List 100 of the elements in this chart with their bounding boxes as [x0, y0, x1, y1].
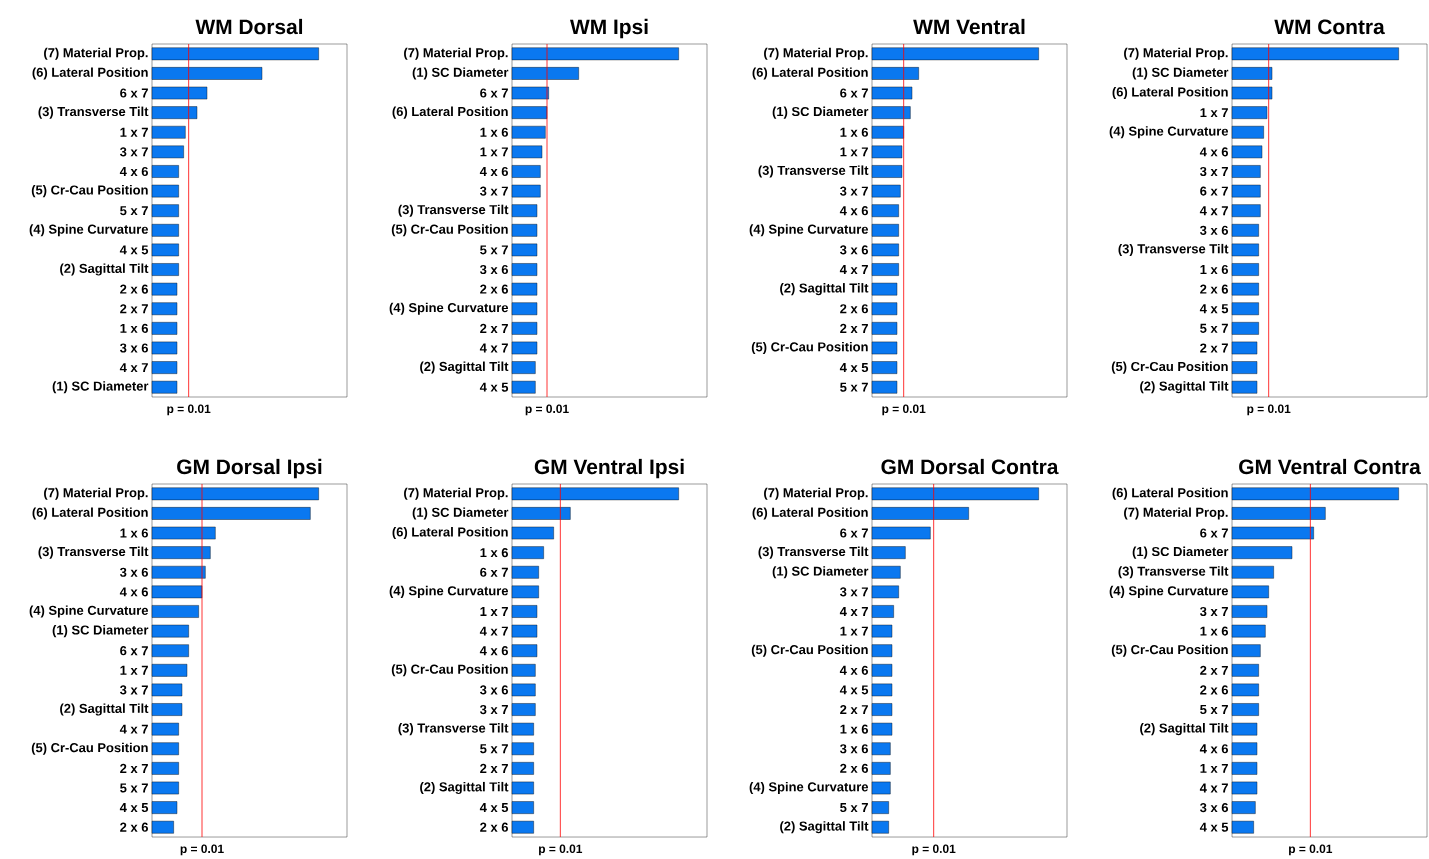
y-tick-label: 2 x 7	[840, 705, 868, 715]
y-tick-label: 2 x 7	[1200, 665, 1228, 675]
text: p = 0.01	[167, 404, 211, 416]
chart-title: WM Dorsal	[195, 18, 303, 35]
y-tick-label: 5 x 7	[840, 803, 868, 813]
y-tick-label: 3 x 6	[479, 264, 508, 275]
y-tick-label: (7) Material Prop.	[1124, 507, 1228, 520]
y-tick-label: (1) SC Diameter	[52, 381, 149, 394]
y-tick-label: 3 x 7	[119, 147, 148, 157]
y-tick-label: 6 x 7	[840, 88, 868, 98]
y-tick-label: (7) Material Prop.	[44, 47, 148, 60]
y-tick-label: 2 x 6	[1200, 284, 1229, 294]
y-tick-label: 4 x 7	[839, 265, 868, 274]
y-tick-label: 2 x 6	[480, 822, 508, 832]
y-tick-label: 2 x 7	[1200, 343, 1228, 353]
y-tick-label: (1) SC Diameter	[412, 507, 509, 520]
y-tick-label: (7) Material Prop.	[404, 487, 508, 500]
y-tick-label: (1) SC Diameter	[1132, 546, 1229, 559]
y-tick-label: 3 x 6	[479, 685, 508, 695]
y-tick-label: (2) Sagittal Tilt	[60, 703, 149, 716]
y-tick-label: 6 x 7	[120, 88, 148, 98]
y-tick-label: (1) SC Diameter	[412, 67, 509, 80]
y-tick-label: (1) SC Diameter	[772, 106, 869, 119]
y-tick-label: 4 x 5	[1199, 822, 1229, 832]
y-tick-label: (1) SC Diameter	[772, 566, 869, 579]
y-tick-label: 4 x 6	[1199, 147, 1229, 157]
y-tick-label: (3) Transverse Tilt	[758, 546, 869, 559]
y-tick-label: 1 x 6	[1200, 626, 1229, 636]
text: p = 0.01	[180, 844, 224, 856]
y-tick-label: (4) Spine Curvature	[749, 224, 869, 237]
y-tick-label: (4) Spine Curvature	[749, 781, 869, 795]
y-tick-label: 1 x 6	[840, 724, 869, 734]
y-tick-label: (2) Sagittal Tilt	[60, 263, 149, 276]
text: p = 0.01	[912, 844, 956, 856]
y-tick-label: 2 x 7	[120, 304, 148, 314]
y-tick-label: (6) Lateral Position	[752, 507, 868, 520]
y-tick-label: 5 x 7	[480, 245, 508, 255]
y-tick-label: 2 x 6	[1200, 685, 1229, 695]
y-tick-label: 4 x 6	[1199, 744, 1229, 754]
y-tick-label: 2 x 7	[120, 763, 148, 773]
y-tick-label: 6 x 7	[1200, 528, 1228, 538]
y-tick-label: 6 x 7	[1200, 186, 1228, 196]
y-tick-label: (3) Transverse Tilt	[398, 204, 509, 217]
y-tick-label: 4 x 5	[839, 363, 869, 373]
y-tick-label: 5 x 7	[1200, 323, 1228, 333]
y-tick-label: 4 x 6	[119, 166, 148, 177]
y-tick-label: 6 x 7	[840, 528, 868, 538]
y-tick-label: 4 x 5	[119, 803, 149, 813]
y-tick-label: (7) Material Prop.	[764, 47, 868, 60]
y-tick-label: 3 x 7	[1199, 606, 1228, 617]
y-tick-label: 4 x 6	[839, 206, 869, 216]
y-tick-label: 1 x 7	[1200, 108, 1228, 118]
y-tick-label: 3 x 6	[839, 744, 869, 754]
y-tick-label: 3 x 7	[119, 685, 148, 695]
y-tick-label: 4 x 6	[479, 646, 508, 656]
y-tick-label: (6) Lateral Position	[32, 507, 148, 520]
y-tick-label: 1 x 7	[1200, 763, 1228, 773]
text: p = 0.01	[525, 404, 569, 416]
y-tick-label: 4 x 7	[1199, 783, 1228, 793]
y-tick-label: (7) Material Prop.	[44, 487, 148, 500]
y-tick-label: 5 x 7	[1200, 705, 1228, 715]
y-tick-label: 4 x 7	[839, 607, 868, 616]
y-tick-label: (4) Spine Curvature	[1109, 126, 1229, 139]
y-tick-label: 1 x 6	[1200, 264, 1229, 275]
y-tick-label: 2 x 7	[480, 763, 508, 773]
chart-title: GM Ventral Ipsi	[534, 458, 684, 479]
y-tick-label: 4 x 7	[119, 724, 148, 734]
y-tick-label: (6) Lateral Position	[392, 527, 508, 540]
y-tick-label: 4 x 6	[839, 665, 869, 675]
y-tick-label: 3 x 6	[119, 343, 148, 353]
y-tick-label: 4 x 5	[1199, 304, 1229, 314]
y-tick-label: 3 x 7	[479, 186, 508, 196]
y-tick-label: 2 x 7	[840, 323, 868, 333]
text: p = 0.01	[1247, 404, 1291, 416]
y-tick-label: (2) Sagittal Tilt	[420, 361, 509, 374]
y-tick-label: 4 x 6	[119, 587, 148, 597]
y-tick-label: 1 x 7	[480, 607, 508, 616]
y-tick-label: (4) Spine Curvature	[389, 302, 509, 315]
y-tick-label: 3 x 6	[119, 567, 148, 577]
y-tick-label: (3) Transverse Tilt	[758, 165, 869, 178]
y-tick-label: 1 x 6	[840, 127, 869, 137]
y-tick-label: 4 x 5	[479, 803, 509, 813]
y-tick-label: 1 x 7	[120, 127, 148, 137]
y-tick-label: (6) Lateral Position	[752, 67, 868, 80]
y-tick-label: 5 x 7	[480, 744, 508, 754]
y-tick-label: (5) Cr-Cau Position	[31, 185, 148, 198]
y-tick-label: 5 x 7	[840, 382, 868, 392]
y-tick-label: (2) Sagittal Tilt	[780, 283, 869, 296]
y-tick-label: (4) Spine Curvature	[29, 224, 149, 237]
y-tick-label: (5) Cr-Cau Position	[751, 341, 868, 355]
y-tick-label: 3 x 6	[839, 245, 869, 255]
y-tick-label: (1) SC Diameter	[1132, 67, 1229, 80]
y-tick-label: 4 x 7	[1199, 206, 1228, 216]
chart-title: GM Dorsal Ipsi	[177, 458, 322, 479]
chart-title: WM Ventral	[913, 18, 1025, 35]
y-tick-label: 6 x 7	[120, 646, 148, 656]
y-tick-label: (4) Spine Curvature	[1109, 585, 1229, 598]
y-tick-label: 3 x 7	[1199, 166, 1228, 177]
y-tick-label: 1 x 7	[480, 147, 508, 157]
text: p = 0.01	[882, 404, 926, 416]
